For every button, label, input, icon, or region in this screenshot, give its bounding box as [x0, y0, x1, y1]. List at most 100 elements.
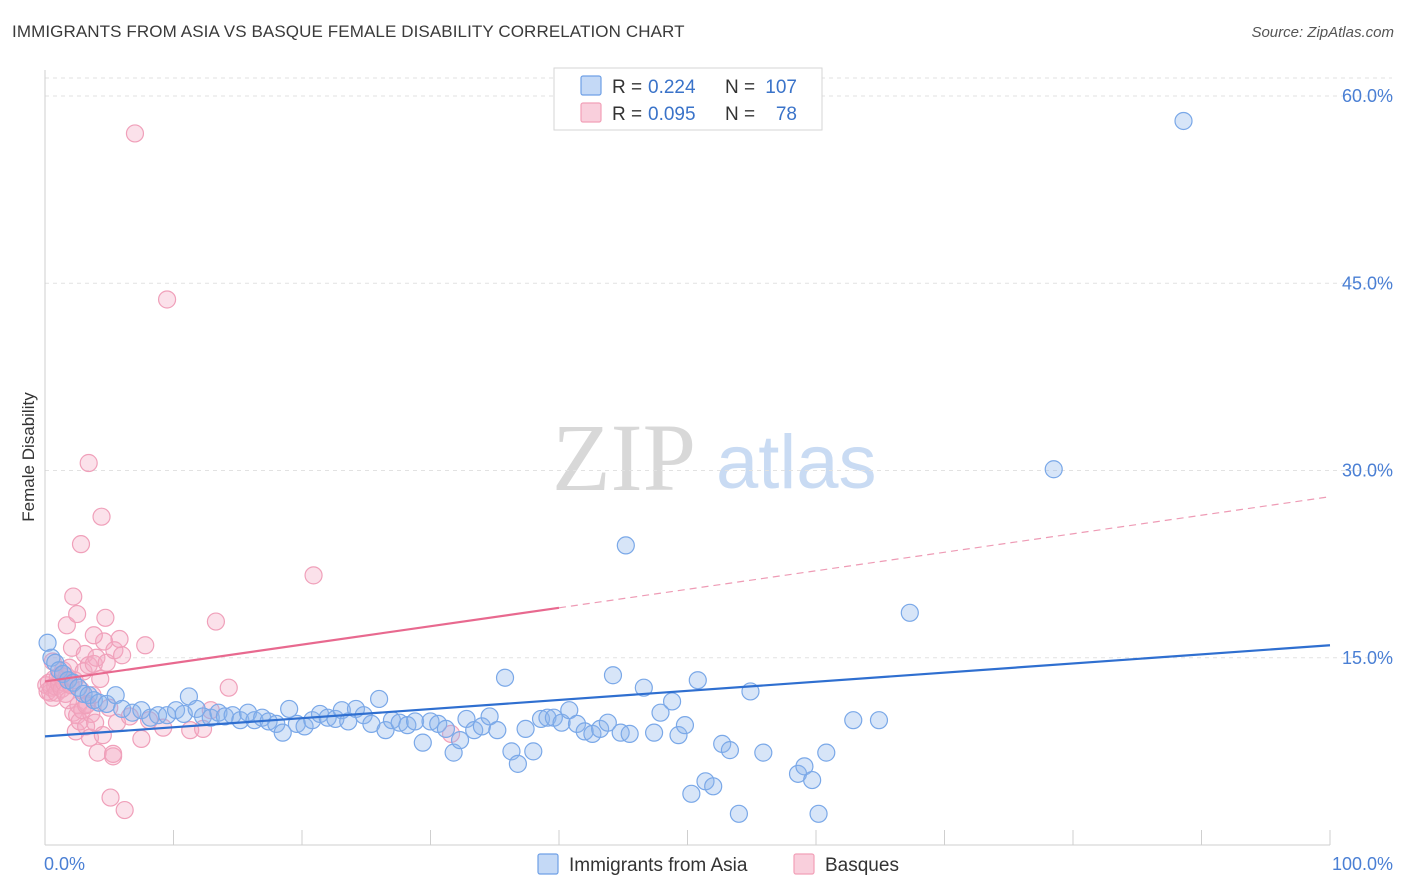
series-legend: Immigrants from Asia Basques — [537, 853, 899, 876]
basque-point — [64, 587, 83, 606]
asia-point — [669, 726, 688, 745]
asia-point — [508, 754, 527, 773]
asia-point — [89, 693, 109, 712]
asia-point — [1044, 460, 1063, 479]
legend-n-label-asia: N = — [725, 77, 755, 98]
asia-point — [472, 717, 491, 736]
asia-point — [567, 714, 587, 734]
asia-point — [682, 784, 701, 803]
basque-point — [68, 604, 87, 624]
asia-point — [616, 536, 635, 555]
asia-point — [560, 701, 579, 720]
basque-point — [101, 788, 120, 807]
watermark-atlas: atlas — [716, 420, 877, 505]
legend-swatch-asia — [580, 75, 602, 96]
basque-point — [441, 724, 461, 743]
basque-point — [84, 626, 103, 645]
basque-point — [136, 636, 155, 655]
basque-point — [93, 726, 112, 745]
bottom-legend-swatch-asia — [537, 853, 559, 875]
basque-point — [79, 453, 98, 473]
asia-point — [38, 633, 57, 652]
asia-point — [754, 743, 773, 762]
legend-n-label-basque: N = — [725, 104, 755, 125]
gridlines — [45, 77, 1392, 659]
asia-point — [675, 716, 695, 735]
asia-point — [280, 699, 299, 719]
asia-point — [688, 671, 707, 690]
asia-point — [634, 678, 653, 697]
asia-point — [531, 709, 551, 729]
asia-point — [644, 723, 664, 742]
basque-point — [125, 124, 145, 143]
x-tick-label-min: 0.0% — [44, 854, 85, 874]
source-label: Source: ZipAtlas.com — [1251, 24, 1394, 41]
basque-point — [104, 744, 123, 763]
basque-point — [304, 566, 323, 585]
asia-point — [869, 711, 889, 730]
asia-point — [516, 719, 535, 739]
trend-lines — [44, 496, 1331, 738]
legend-r-label-asia: R = — [612, 77, 642, 98]
asia-point — [844, 711, 863, 730]
y-axis-label: Female Disability — [19, 392, 38, 522]
asia-point — [370, 689, 389, 709]
asia-point — [79, 686, 98, 705]
basque-point — [206, 612, 226, 631]
x-ticks — [44, 830, 1331, 845]
asia-point — [215, 707, 234, 726]
asia-point — [480, 707, 499, 726]
basque-point — [157, 290, 177, 309]
asia-point — [436, 719, 456, 739]
basque-point — [112, 646, 132, 665]
basque-point — [57, 616, 76, 635]
bottom-legend-label-asia: Immigrants from Asia — [569, 855, 748, 876]
basque-trend-extension — [558, 496, 1331, 609]
asia-point — [704, 777, 723, 796]
legend-swatch-basque — [580, 102, 602, 123]
basque-point — [92, 507, 111, 526]
asia-point — [495, 668, 515, 687]
asia-point — [795, 757, 814, 776]
watermark-zip: ZIP — [552, 404, 696, 511]
basque-point — [75, 644, 94, 664]
asia-point — [273, 723, 292, 742]
asia-point — [413, 733, 432, 752]
asia-point — [187, 699, 206, 719]
asia-point — [538, 708, 557, 727]
y-tick-label: 60.0% — [1342, 86, 1393, 106]
asia-point — [488, 721, 507, 740]
legend-n-value-basque: 78 — [776, 104, 797, 125]
chart-title: IMMIGRANTS FROM ASIA VS BASQUE FEMALE DI… — [12, 22, 685, 41]
asia-point — [662, 692, 682, 711]
basque-point — [115, 800, 134, 820]
asia-point — [405, 712, 425, 731]
asia-point — [809, 804, 828, 823]
basque-point — [96, 608, 115, 627]
asia-point — [720, 741, 740, 760]
basque-trend-line — [44, 606, 560, 683]
asia-point — [524, 742, 543, 761]
y-tick-labels: 15.0% 30.0% 45.0% 60.0% — [1342, 86, 1393, 668]
y-tick-label: 15.0% — [1342, 648, 1393, 668]
legend-n-value-asia: 107 — [765, 77, 797, 98]
basque-point — [71, 535, 91, 554]
asia-point — [651, 703, 670, 722]
basque-point — [88, 743, 107, 762]
asia-point — [1174, 111, 1193, 131]
asia-point — [817, 743, 836, 762]
asia-trend-line — [44, 644, 1331, 738]
asia-point — [598, 713, 617, 732]
bottom-legend-label-basque: Basques — [825, 855, 899, 876]
x-tick-label-max: 100.0% — [1332, 854, 1393, 874]
basque-point — [87, 648, 106, 667]
watermark: ZIP atlas — [552, 404, 877, 511]
legend-r-value-basque: 0.095 — [648, 104, 696, 125]
asia-point — [803, 770, 822, 790]
legend-r-value-asia: 0.224 — [648, 77, 696, 98]
basque-point — [132, 729, 151, 748]
asia-point — [112, 699, 132, 719]
basque-point — [219, 678, 238, 697]
asia-point — [231, 711, 250, 730]
